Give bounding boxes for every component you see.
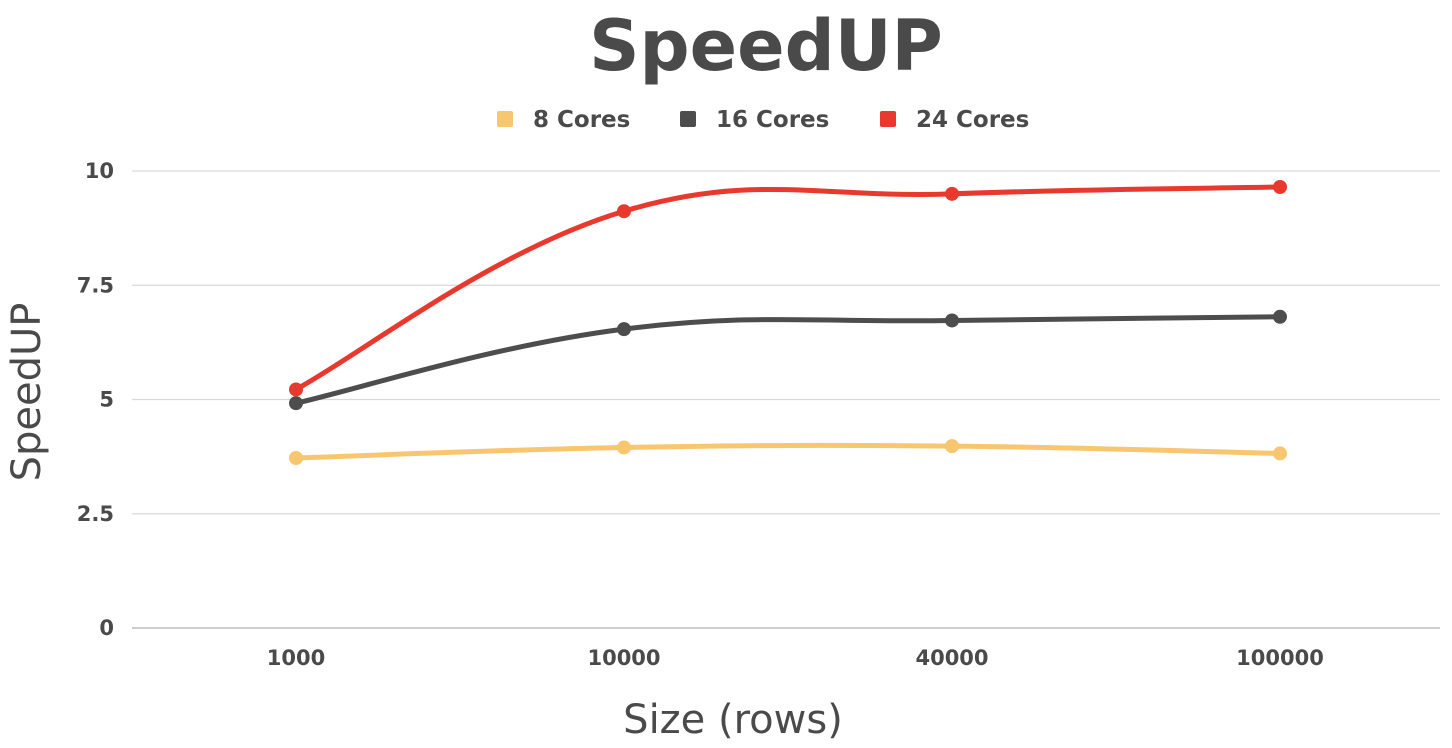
legend-label-8-cores: 8 Cores xyxy=(533,107,630,133)
data-point-8-cores-10000 xyxy=(617,440,631,455)
legend-swatch-16-cores xyxy=(680,111,696,127)
data-point-16-cores-40000 xyxy=(945,313,959,328)
series-8-cores xyxy=(289,439,1287,465)
y-tick-label: 7.5 xyxy=(77,273,114,297)
series-layer xyxy=(289,179,1287,465)
legend-item-8-cores: 8 Cores xyxy=(497,107,630,133)
x-tick-label: 1000 xyxy=(267,646,325,670)
y-tick-label: 2.5 xyxy=(77,502,114,526)
legend: 8 Cores 16 Cores 24 Cores xyxy=(497,107,1029,133)
data-point-8-cores-40000 xyxy=(945,439,959,454)
y-axis-label: SpeedUP xyxy=(4,303,50,482)
legend-label-24-cores: 24 Cores xyxy=(916,107,1029,133)
data-point-16-cores-10000 xyxy=(617,322,631,337)
chart-title: SpeedUP xyxy=(589,5,943,87)
data-point-24-cores-10000 xyxy=(617,204,631,219)
x-tick-label: 10000 xyxy=(587,646,660,670)
legend-swatch-24-cores xyxy=(880,111,896,127)
grid-lines xyxy=(132,170,1440,629)
y-tick-label: 5 xyxy=(99,388,114,412)
x-tick-label: 100000 xyxy=(1236,646,1324,670)
data-point-24-cores-1000 xyxy=(289,382,303,397)
data-point-8-cores-1000 xyxy=(289,450,303,465)
x-axis-label: Size (rows) xyxy=(623,697,843,743)
data-point-16-cores-1000 xyxy=(289,396,303,411)
series-16-cores xyxy=(289,309,1287,411)
legend-label-16-cores: 16 Cores xyxy=(716,107,829,133)
series-line-24-cores xyxy=(293,184,1283,392)
y-axis-ticks: 0 2.5 5 7.5 10 xyxy=(77,159,114,640)
legend-swatch-8-cores xyxy=(497,111,513,127)
data-point-16-cores-100000 xyxy=(1273,309,1287,324)
y-tick-label: 0 xyxy=(99,616,114,640)
x-tick-label: 40000 xyxy=(915,646,988,670)
data-point-8-cores-100000 xyxy=(1273,446,1287,461)
y-tick-label: 10 xyxy=(85,159,114,183)
data-point-24-cores-40000 xyxy=(945,186,959,201)
data-point-24-cores-100000 xyxy=(1273,179,1287,194)
legend-item-16-cores: 16 Cores xyxy=(680,107,829,133)
series-24-cores xyxy=(289,179,1287,397)
legend-item-24-cores: 24 Cores xyxy=(880,107,1029,133)
series-line-16-cores xyxy=(293,314,1283,406)
x-axis-ticks: 1000 10000 40000 100000 xyxy=(267,646,1324,670)
series-line-8-cores xyxy=(293,442,1283,461)
